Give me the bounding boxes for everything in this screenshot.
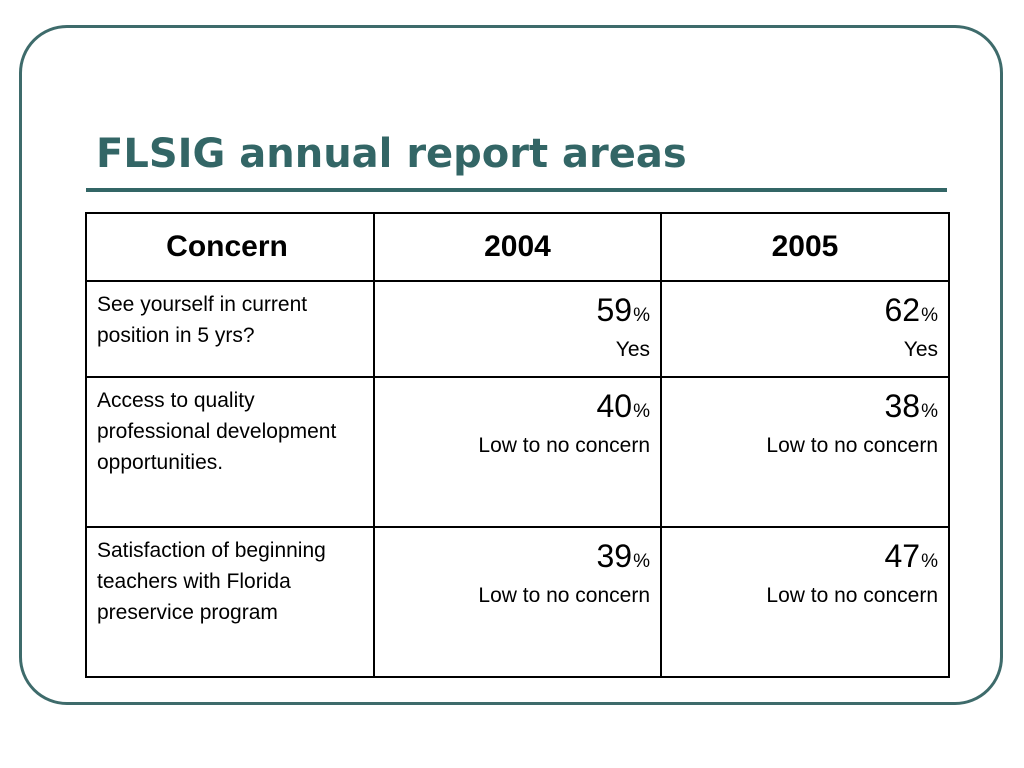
percent-number: 59 [596, 292, 633, 328]
value-note: Yes [615, 338, 650, 361]
percent-sign: % [633, 401, 650, 422]
percent-number: 40 [596, 388, 633, 424]
header-2005: 2005 [660, 212, 950, 282]
percent-number: 47 [884, 538, 921, 574]
table-row: See yourself in current position in 5 yr… [85, 280, 950, 378]
value-cell-2004: 39% Low to no concern [373, 526, 662, 678]
percent-value: 39% [385, 536, 651, 582]
value-cell-2004: 40% Low to no concern [373, 376, 662, 528]
percent-value: 47% [672, 536, 939, 582]
header-2004: 2004 [373, 212, 662, 282]
percent-value: 40% [385, 386, 651, 432]
concern-cell: Satisfaction of beginning teachers with … [85, 526, 375, 678]
value-cell-2005: 47% Low to no concern [660, 526, 950, 678]
report-table: Concern 2004 2005 See yourself in curren… [85, 212, 950, 678]
percent-value: 38% [672, 386, 939, 432]
value-cell-2005: 38% Low to no concern [660, 376, 950, 528]
percent-sign: % [633, 305, 650, 326]
percent-sign: % [921, 305, 938, 326]
percent-value: 62% [672, 290, 939, 336]
value-cell-2004: 59% Yes [373, 280, 662, 378]
percent-sign: % [921, 401, 938, 422]
concern-cell: Access to quality professional developme… [85, 376, 375, 528]
title-underline [86, 188, 947, 192]
value-cell-2005: 62% Yes [660, 280, 950, 378]
value-note: Low to no concern [766, 434, 938, 457]
percent-value: 59% [385, 290, 651, 336]
value-note: Low to no concern [478, 584, 650, 607]
value-note: Low to no concern [478, 434, 650, 457]
percent-sign: % [633, 551, 650, 572]
percent-number: 39 [596, 538, 633, 574]
slide-frame [19, 25, 1003, 705]
value-note: Yes [903, 338, 938, 361]
concern-cell: See yourself in current position in 5 yr… [85, 280, 375, 378]
table-row: Access to quality professional developme… [85, 376, 950, 528]
percent-number: 38 [884, 388, 921, 424]
value-note: Low to no concern [766, 584, 938, 607]
table-row: Satisfaction of beginning teachers with … [85, 526, 950, 678]
percent-number: 62 [884, 292, 921, 328]
slide-title: FLSIG annual report areas [96, 131, 687, 177]
percent-sign: % [921, 551, 938, 572]
header-concern: Concern [85, 212, 375, 282]
table-header-row: Concern 2004 2005 [85, 212, 950, 282]
